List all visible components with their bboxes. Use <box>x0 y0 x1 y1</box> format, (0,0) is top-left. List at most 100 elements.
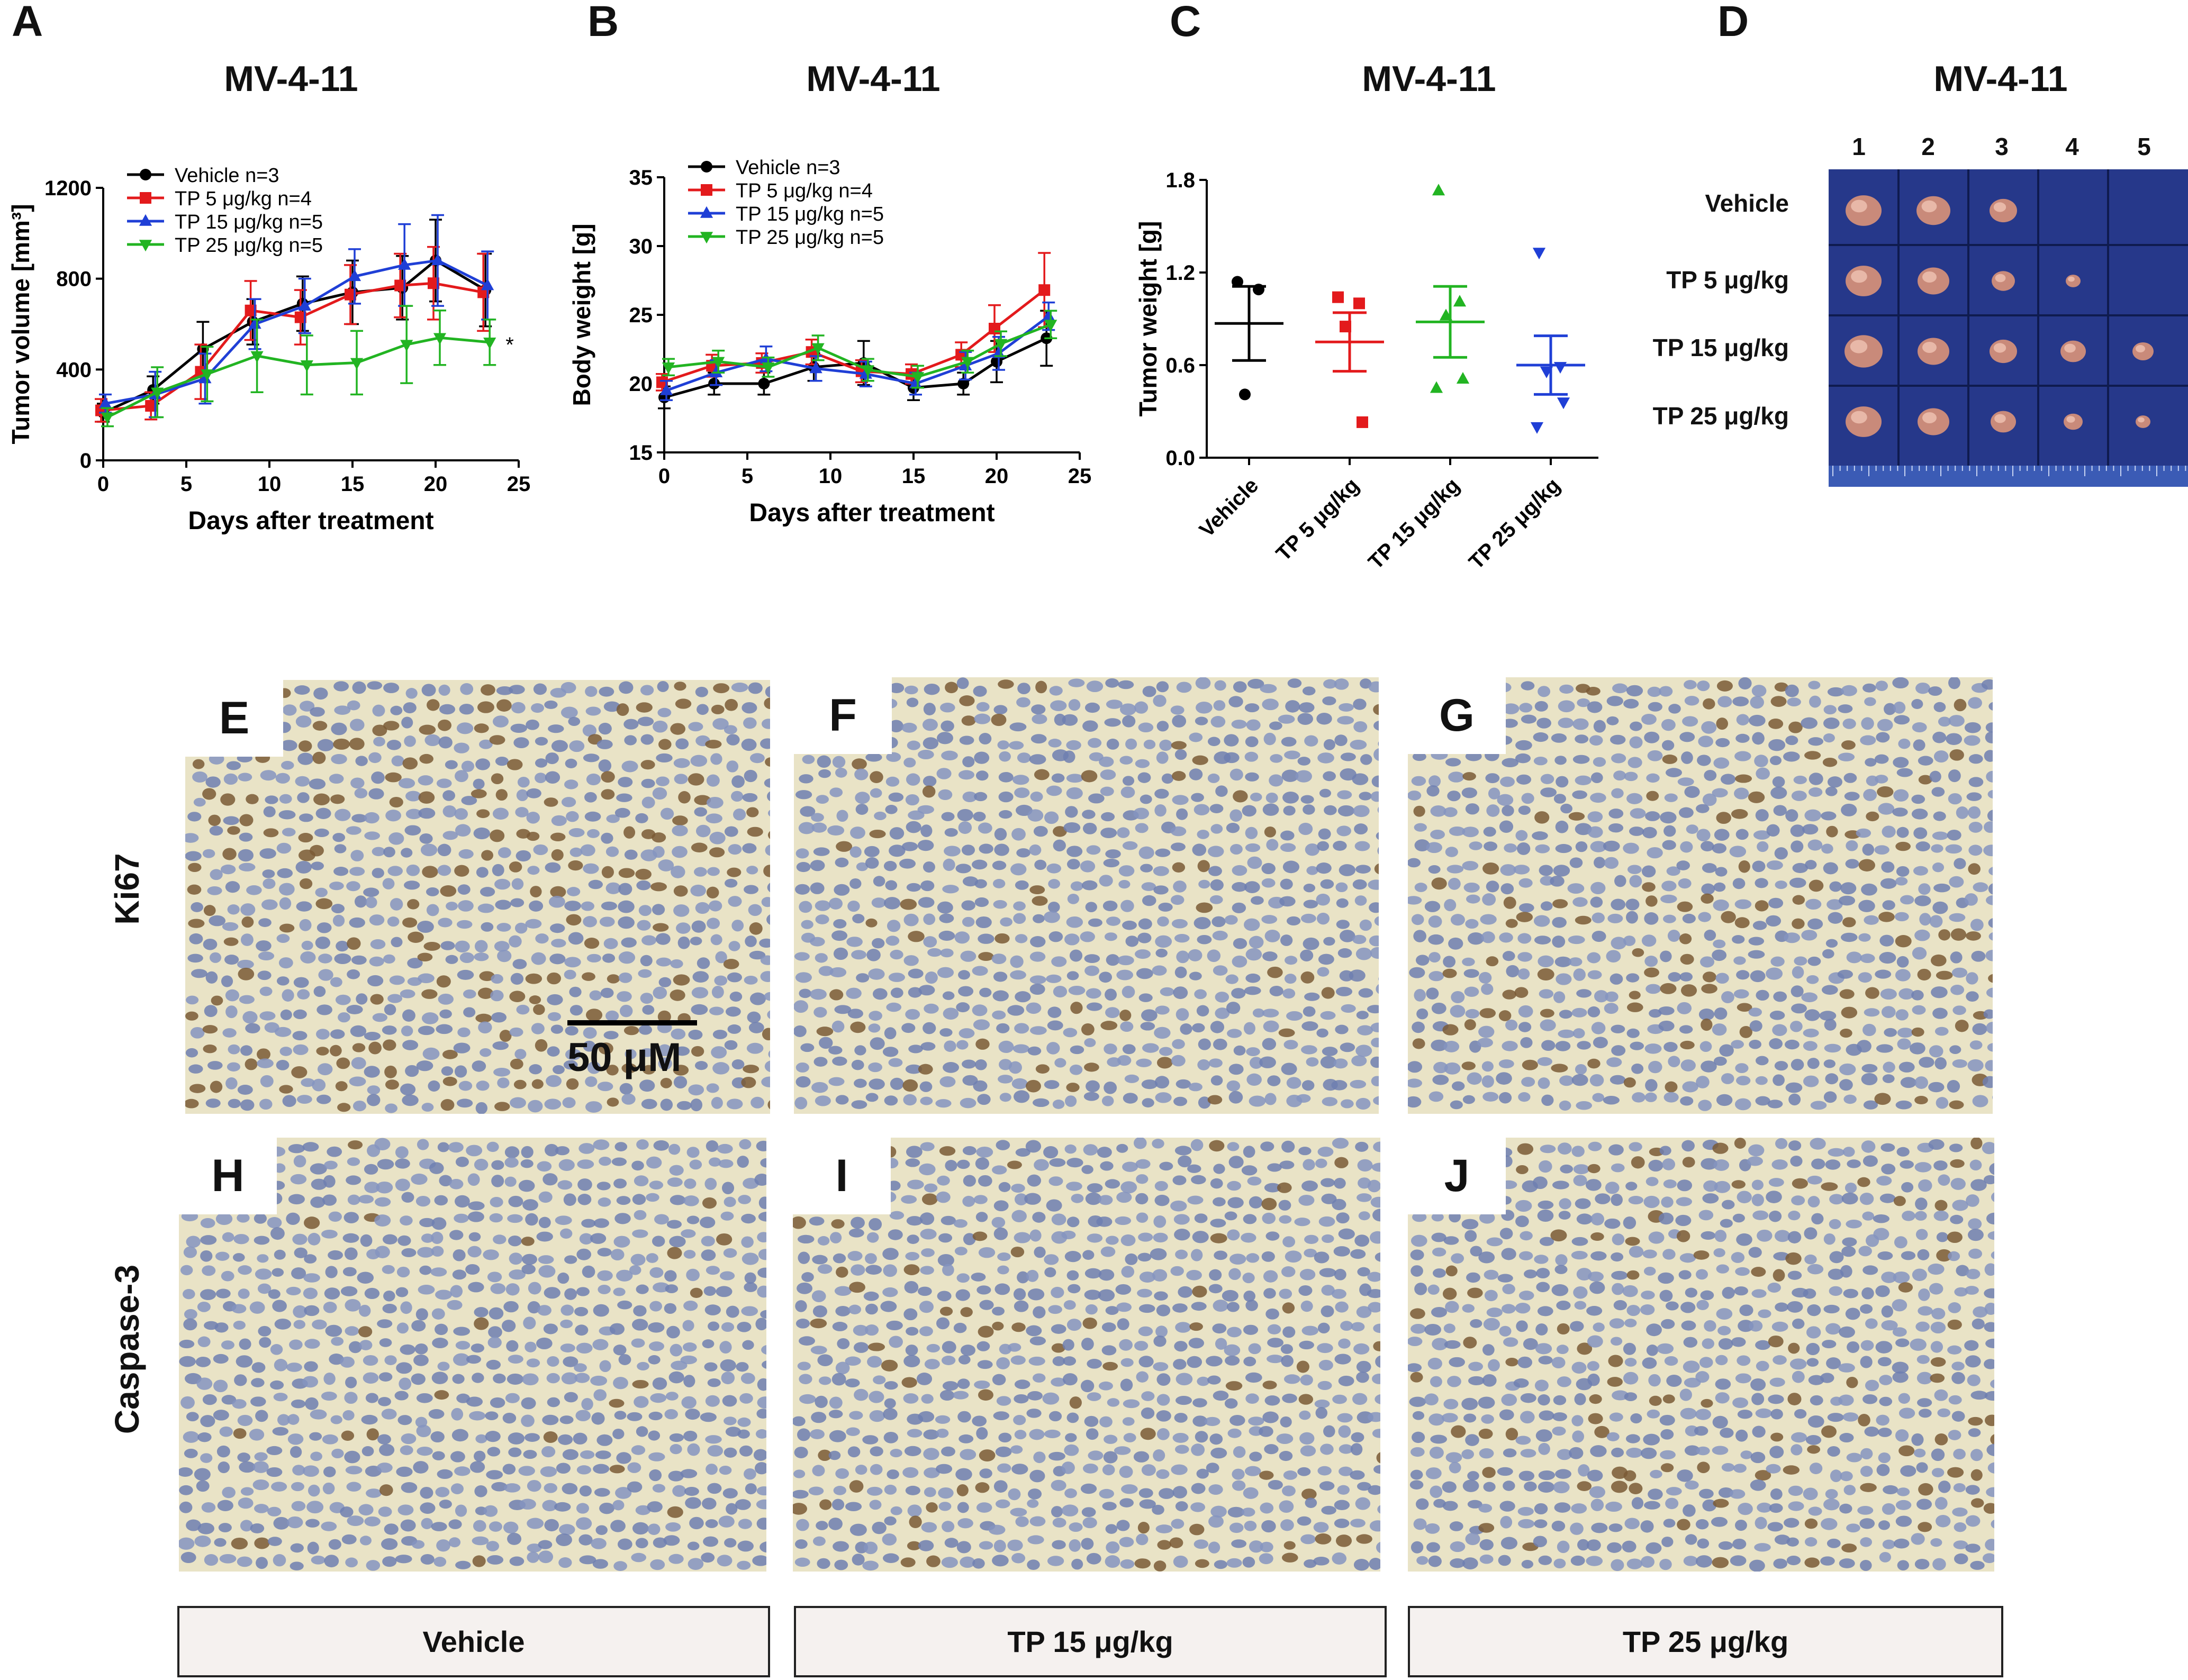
cell-nucleus <box>762 1360 766 1369</box>
cell-nucleus <box>1304 1248 1317 1258</box>
cell-nucleus <box>1171 741 1187 750</box>
cell-nucleus <box>617 1538 632 1550</box>
cell-nucleus <box>709 1157 721 1167</box>
cell-nucleus <box>566 914 582 926</box>
cell-nucleus <box>455 1504 467 1517</box>
cell-nucleus <box>281 761 294 770</box>
cell-nucleus <box>560 1228 573 1239</box>
cell-nucleus <box>1774 847 1788 860</box>
cell-nucleus <box>1334 678 1349 690</box>
cell-nucleus <box>960 1449 977 1460</box>
cell-nucleus <box>1048 1451 1065 1461</box>
cell-nucleus <box>1516 912 1533 922</box>
cell-nucleus <box>705 1395 720 1407</box>
cell-nucleus <box>1232 865 1247 876</box>
cell-nucleus <box>1125 1253 1138 1265</box>
cell-nucleus <box>1605 1182 1620 1194</box>
cell-nucleus <box>811 822 827 833</box>
cell-nucleus <box>1410 1249 1424 1260</box>
cell-nucleus <box>1556 973 1572 985</box>
cell-nucleus <box>1030 734 1047 744</box>
cell-nucleus <box>424 734 441 747</box>
cell-nucleus <box>565 758 577 768</box>
cell-nucleus <box>1482 893 1496 906</box>
cell-nucleus <box>697 704 709 715</box>
cell-nucleus <box>1992 1095 1993 1100</box>
cell-nucleus <box>1428 915 1442 928</box>
cell-nucleus <box>1696 829 1711 842</box>
cell-nucleus <box>1555 1254 1568 1266</box>
cell-nucleus <box>1374 916 1379 926</box>
cell-nucleus <box>1064 1488 1077 1499</box>
cell-nucleus <box>1103 858 1120 868</box>
cell-nucleus <box>800 1043 815 1052</box>
cell-nucleus <box>328 1539 341 1550</box>
cell-nucleus <box>1189 1322 1203 1331</box>
cell-nucleus <box>1014 1394 1029 1404</box>
cell-nucleus <box>466 1355 481 1364</box>
cell-nucleus <box>759 938 770 948</box>
cell-nucleus <box>1766 915 1782 927</box>
cell-nucleus <box>1409 1396 1426 1407</box>
cell-nucleus <box>388 832 404 845</box>
photo-row-label: Vehicle <box>1705 189 1789 217</box>
cell-nucleus <box>1483 827 1496 837</box>
cell-nucleus <box>1910 1338 1927 1351</box>
cell-nucleus <box>1877 719 1893 731</box>
cell-nucleus <box>1715 1378 1731 1390</box>
cell-nucleus <box>537 1161 552 1172</box>
cell-nucleus <box>1873 1228 1889 1240</box>
cell-nucleus <box>234 1374 247 1386</box>
cell-nucleus <box>547 994 563 1005</box>
cell-nucleus <box>1269 774 1283 787</box>
cell-nucleus <box>1716 812 1731 824</box>
cell-nucleus <box>490 829 505 842</box>
cell-nucleus <box>1681 751 1693 764</box>
cell-nucleus <box>1734 787 1749 800</box>
cell-nucleus <box>1010 955 1024 968</box>
cell-nucleus <box>489 735 505 745</box>
cell-nucleus <box>1919 913 1931 926</box>
cell-nucleus <box>1029 1429 1045 1440</box>
cell-nucleus <box>489 1213 503 1223</box>
cell-nucleus <box>1068 986 1086 995</box>
cell-nucleus <box>1516 1320 1528 1332</box>
cell-nucleus <box>652 1236 665 1247</box>
cell-nucleus <box>1085 902 1097 913</box>
cell-nucleus <box>905 1158 920 1167</box>
cell-nucleus <box>1642 827 1657 839</box>
cell-nucleus <box>279 794 292 804</box>
y-tick-label: 1.2 <box>1165 261 1195 285</box>
cell-nucleus <box>1919 1057 1934 1068</box>
cell-nucleus <box>741 1306 758 1316</box>
cell-nucleus <box>1282 1326 1296 1338</box>
cell-nucleus <box>640 993 654 1004</box>
cell-nucleus <box>972 859 988 870</box>
cell-nucleus <box>1862 683 1876 693</box>
cell-nucleus <box>1555 1041 1571 1051</box>
cell-nucleus <box>1864 1008 1880 1017</box>
cell-nucleus <box>798 822 815 834</box>
cell-nucleus <box>1014 1193 1028 1205</box>
cell-nucleus <box>1913 827 1928 839</box>
cell-nucleus <box>331 1448 344 1459</box>
cell-nucleus <box>521 1397 536 1410</box>
cell-nucleus <box>363 887 379 897</box>
cell-nucleus <box>379 1338 392 1347</box>
cell-nucleus <box>437 865 451 876</box>
cell-nucleus <box>1408 1061 1423 1073</box>
data-point <box>1253 284 1264 296</box>
cell-nucleus <box>739 1445 753 1457</box>
cell-nucleus <box>1623 842 1639 854</box>
cell-nucleus <box>330 977 342 987</box>
cell-nucleus <box>1968 1218 1982 1230</box>
cell-nucleus <box>1316 1028 1328 1038</box>
cell-nucleus <box>208 814 221 826</box>
cell-nucleus <box>255 1410 268 1422</box>
cell-nucleus <box>1313 1556 1330 1566</box>
cell-nucleus <box>1756 1360 1769 1372</box>
cell-nucleus <box>646 1156 662 1169</box>
cell-nucleus <box>1686 824 1698 834</box>
cell-nucleus <box>621 1093 636 1105</box>
cell-nucleus <box>977 1341 990 1351</box>
